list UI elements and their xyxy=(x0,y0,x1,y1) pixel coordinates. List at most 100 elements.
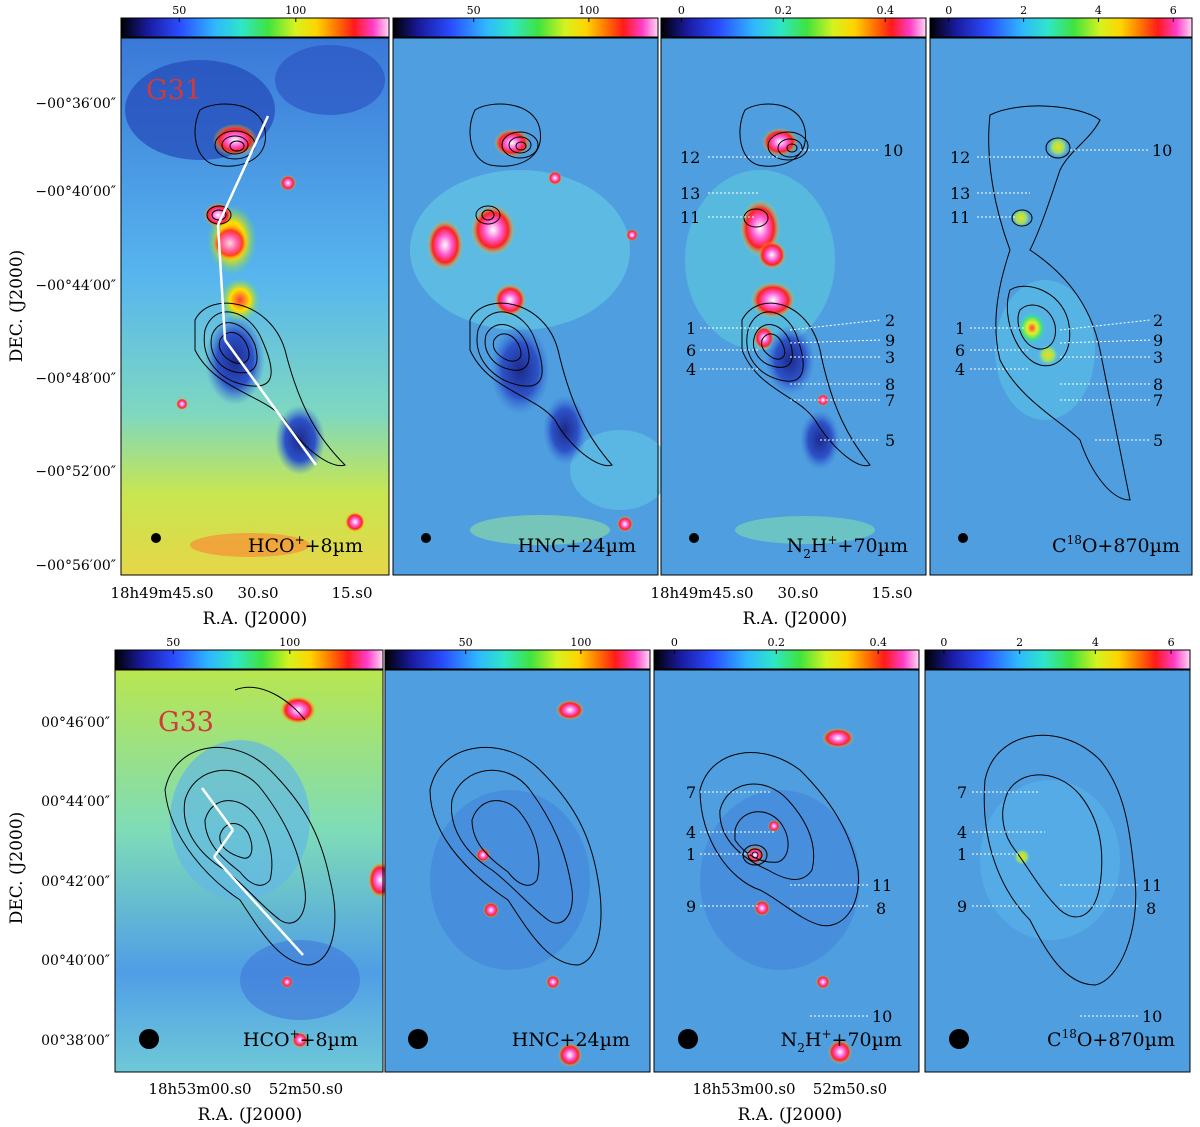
beam-marker xyxy=(949,1029,969,1049)
colorbar-tick-label: 100 xyxy=(578,4,599,17)
marker-lines xyxy=(700,149,881,441)
colorbar-strip xyxy=(120,17,390,38)
ra-tick: 52m50.s0 xyxy=(813,1080,887,1098)
marker-lines xyxy=(972,791,1140,1017)
colorbar-g33-hnc: 50 100 xyxy=(384,636,651,670)
colorbar-tick-label: 2 xyxy=(1016,636,1023,649)
clump-label: 9 xyxy=(686,897,696,916)
clump-label: 5 xyxy=(1153,431,1163,450)
dec-tick: −00°56′00″ xyxy=(35,558,116,574)
row-g33: 50 100 50 100 0 0.2 0.4 0 2 4 6 xyxy=(7,636,1191,1125)
beam-marker xyxy=(678,1029,698,1049)
ra-tick: 18h53m00.s0 xyxy=(692,1080,795,1098)
clump-label: 4 xyxy=(957,823,967,842)
clump-label: 4 xyxy=(686,823,696,842)
beam-marker xyxy=(958,533,968,543)
clump-label: 6 xyxy=(955,341,965,360)
clump-label: 9 xyxy=(1153,331,1163,350)
clump-label: 13 xyxy=(950,184,970,203)
panel-g31-n2h-70um: N2H++70µm xyxy=(660,37,927,576)
clump-labels-g33: 7 4 1 9 11 8 10 7 4 1 9 11 8 10 xyxy=(686,783,1162,1026)
colorbar-tick-label: 100 xyxy=(279,636,300,649)
panel-g33-n2h-70um: N2H++70µm xyxy=(653,669,920,1073)
panel-label: C18O+870µm xyxy=(1047,1027,1175,1051)
dec-tick: 00°38′00″ xyxy=(41,1033,110,1049)
filament-line xyxy=(216,115,270,226)
panel-label: HNC+24µm xyxy=(518,535,636,557)
colorbar-tick-label: 6 xyxy=(1170,4,1177,17)
dec-tick: −00°52′00″ xyxy=(35,464,116,480)
axis-xlabel: R.A. (J2000) xyxy=(738,1105,843,1125)
dec-tick: −00°44′00″ xyxy=(35,278,116,294)
filament-line xyxy=(212,829,235,858)
clump-label: 8 xyxy=(1146,899,1156,918)
panel-label: N2H++70µm xyxy=(781,1027,902,1055)
clump-label: 11 xyxy=(872,876,892,895)
clump-label: 9 xyxy=(885,331,895,350)
colorbar-tick-label: 50 xyxy=(172,4,186,17)
clump-label: 11 xyxy=(1142,876,1162,895)
colorbar-g31-c18o: 0 2 4 6 xyxy=(929,4,1193,38)
contours xyxy=(739,103,871,467)
marker-lines xyxy=(700,791,870,1017)
dec-tick: −00°40′00″ xyxy=(35,184,116,200)
colorbar-tick-label: 50 xyxy=(166,636,180,649)
ra-tick: 15.s0 xyxy=(871,584,912,602)
clump-labels-g31: 12 13 11 1 6 4 10 2 9 3 8 7 5 12 13 11 1… xyxy=(680,141,1172,450)
clump-label: 1 xyxy=(957,845,967,864)
clump-label: 3 xyxy=(1153,348,1163,367)
axis-dec-g31: −00°36′00″ −00°40′00″ −00°44′00″ −00°48′… xyxy=(35,96,116,574)
colorbar-tick-label: 0.4 xyxy=(876,4,894,17)
colorbar-tick-label: 50 xyxy=(459,636,473,649)
colorbar-g31-hco: 50 100 xyxy=(120,4,390,38)
clump-label: 8 xyxy=(885,375,895,394)
colorbar-strip xyxy=(392,17,659,38)
axis-ylabel: DEC. (J2000) xyxy=(7,812,27,925)
ra-tick: 30.s0 xyxy=(237,584,278,602)
dec-tick: 00°46′00″ xyxy=(41,715,110,731)
panel-label: HCO++8µm xyxy=(248,533,363,557)
contours xyxy=(699,752,859,927)
clump-label: 2 xyxy=(885,311,895,330)
contours xyxy=(983,734,1137,986)
colorbar-strip xyxy=(660,17,927,38)
axis-xlabel: R.A. (J2000) xyxy=(743,609,848,629)
colorbar-tick-label: 0.2 xyxy=(775,4,793,17)
clump-label: 1 xyxy=(955,319,965,338)
clump-label: 2 xyxy=(1153,311,1163,330)
panel-label: N2H++70µm xyxy=(787,533,908,561)
colorbar-tick-label: 2 xyxy=(1020,4,1027,17)
dec-tick: 00°44′00″ xyxy=(41,794,110,810)
panel-g31-c18o-870um: C18O+870µm xyxy=(929,37,1193,576)
ra-tick: 18h53m00.s0 xyxy=(148,1080,251,1098)
dec-tick: −00°36′00″ xyxy=(35,96,116,112)
colorbar-strip xyxy=(384,649,651,670)
axis-ra-g31: 18h49m45.s0 30.s0 15.s0 18h49m45.s0 30.s… xyxy=(110,584,912,602)
panel-g33-c18o-870um: C18O+870µm xyxy=(924,669,1191,1073)
clump-label: 8 xyxy=(1153,375,1163,394)
clump-label: 1 xyxy=(686,845,696,864)
colorbar-strip xyxy=(929,17,1193,38)
clump-label: 12 xyxy=(950,148,970,167)
clump-label: 8 xyxy=(876,899,886,918)
filament-line xyxy=(200,787,235,831)
colorbar-strip xyxy=(924,649,1191,670)
beam-marker xyxy=(408,1029,428,1049)
colorbar-strip xyxy=(653,649,920,670)
region-label: G33 xyxy=(158,707,214,738)
colorbar-tick-label: 0 xyxy=(678,4,685,17)
panel-g31-hco-8um: G31 HCO++8µm xyxy=(120,37,390,576)
filament-line xyxy=(216,224,227,341)
clump-label: 13 xyxy=(680,184,700,203)
colorbar-tick-label: 4 xyxy=(1095,4,1102,17)
colorbar-tick-label: 0.2 xyxy=(768,636,786,649)
filament-line xyxy=(223,339,318,466)
clump-label: 10 xyxy=(883,141,903,160)
colorbar-g31-hnc: 50 100 xyxy=(392,4,659,38)
colorbar-tick-label: 100 xyxy=(285,4,306,17)
region-label: G31 xyxy=(146,75,202,106)
axis-xlabel: R.A. (J2000) xyxy=(198,1105,303,1125)
contours xyxy=(469,103,613,467)
panel-label: HCO++8µm xyxy=(243,1027,358,1051)
clump-label: 11 xyxy=(950,208,970,227)
